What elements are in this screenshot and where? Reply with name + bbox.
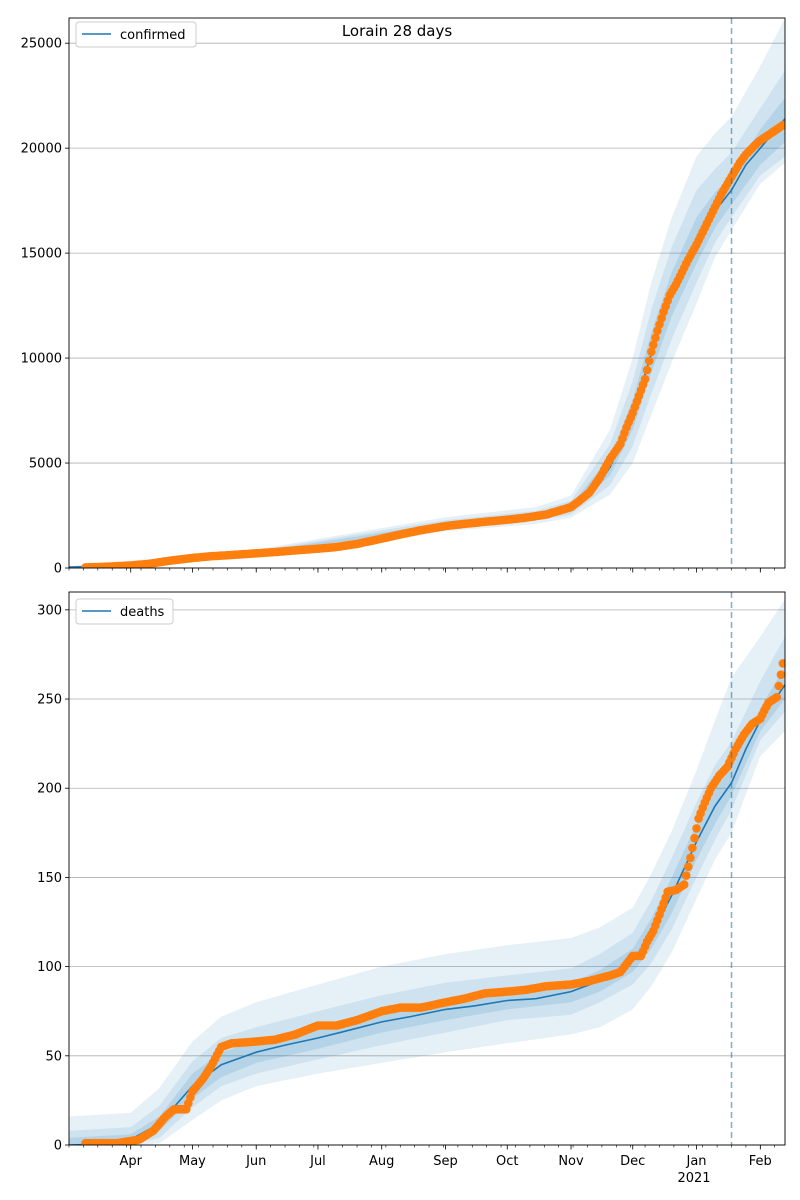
legend-label: confirmed — [120, 28, 186, 43]
x-tick-label: May — [179, 1154, 206, 1169]
x-tick-label: Jan — [686, 1154, 707, 1169]
x-tick-label: Nov — [558, 1154, 584, 1169]
observed-point — [684, 862, 693, 871]
deaths-panel: 0 50 100 150 200 250 300 Apr May Jun Jul Aug Sep Oct N… — [37, 591, 786, 1186]
deaths-gridlines — [69, 609, 785, 1146]
y-tick-label: 250 — [37, 693, 62, 708]
observed-point — [647, 347, 656, 357]
uncertainty-band-outer — [69, 599, 785, 1145]
y-tick-label: 5000 — [29, 457, 62, 472]
observed-point — [774, 681, 784, 691]
legend-box — [75, 598, 174, 625]
confirmed-legend: confirmed — [75, 21, 197, 48]
chart-title: Lorain 28 days — [342, 22, 453, 40]
x-tick-label: Aug — [369, 1154, 394, 1169]
y-tick-label: 15000 — [21, 247, 62, 262]
observed-point — [642, 365, 652, 375]
deaths-axes: 0 50 100 150 200 250 300 Apr May Jun Jul Aug Sep Oct N… — [37, 591, 786, 1169]
observed-point — [644, 356, 654, 366]
year-label: 2021 — [677, 1171, 710, 1186]
confirmed-panel: 0 5000 10000 15000 20000 25000 Lorain 28 days… — [21, 17, 786, 577]
x-tick-label: Jul — [309, 1154, 326, 1169]
observed-point — [688, 843, 697, 853]
y-tick-label: 50 — [45, 1049, 62, 1064]
uncertainty-band-mid — [69, 70, 785, 568]
y-tick-label: 300 — [37, 603, 62, 618]
y-tick-label: 150 — [37, 871, 62, 886]
y-tick-label: 200 — [37, 782, 62, 797]
observed-point — [772, 692, 782, 702]
x-tick-label: Feb — [749, 1154, 772, 1169]
deaths-plot-area — [69, 592, 785, 1145]
y-tick-label: 25000 — [21, 37, 62, 52]
y-tick-label: 10000 — [21, 352, 62, 367]
observed-point — [649, 340, 658, 350]
x-tick-label: Jun — [245, 1154, 266, 1169]
x-tick-label: Apr — [119, 1154, 142, 1169]
y-tick-label: 20000 — [21, 142, 62, 157]
x-tick-label: Dec — [620, 1154, 645, 1169]
legend-box — [75, 21, 197, 48]
x-tick-label: Sep — [433, 1154, 458, 1169]
axes-frame — [68, 17, 786, 569]
confirmed-plot-area — [69, 18, 785, 568]
observed-point — [778, 120, 785, 130]
y-tick-label: 0 — [54, 562, 62, 577]
legend-label: deaths — [120, 605, 165, 620]
observed-point — [776, 670, 785, 679]
confirmed-axes: 0 5000 10000 15000 20000 25000 — [21, 17, 786, 577]
observed-point — [692, 824, 701, 833]
x-tick-label: Oct — [496, 1154, 518, 1169]
deaths-legend: deaths — [75, 598, 174, 625]
observed-point — [640, 374, 650, 384]
observed-point — [679, 880, 689, 889]
y-tick-label: 100 — [37, 960, 62, 975]
axes-frame — [68, 591, 786, 1146]
observed-point — [651, 333, 660, 343]
observed-point — [778, 659, 785, 668]
observed-point — [690, 833, 699, 843]
y-tick-label: 0 — [54, 1139, 62, 1154]
observed-point — [681, 871, 691, 880]
observed-point — [686, 853, 695, 863]
